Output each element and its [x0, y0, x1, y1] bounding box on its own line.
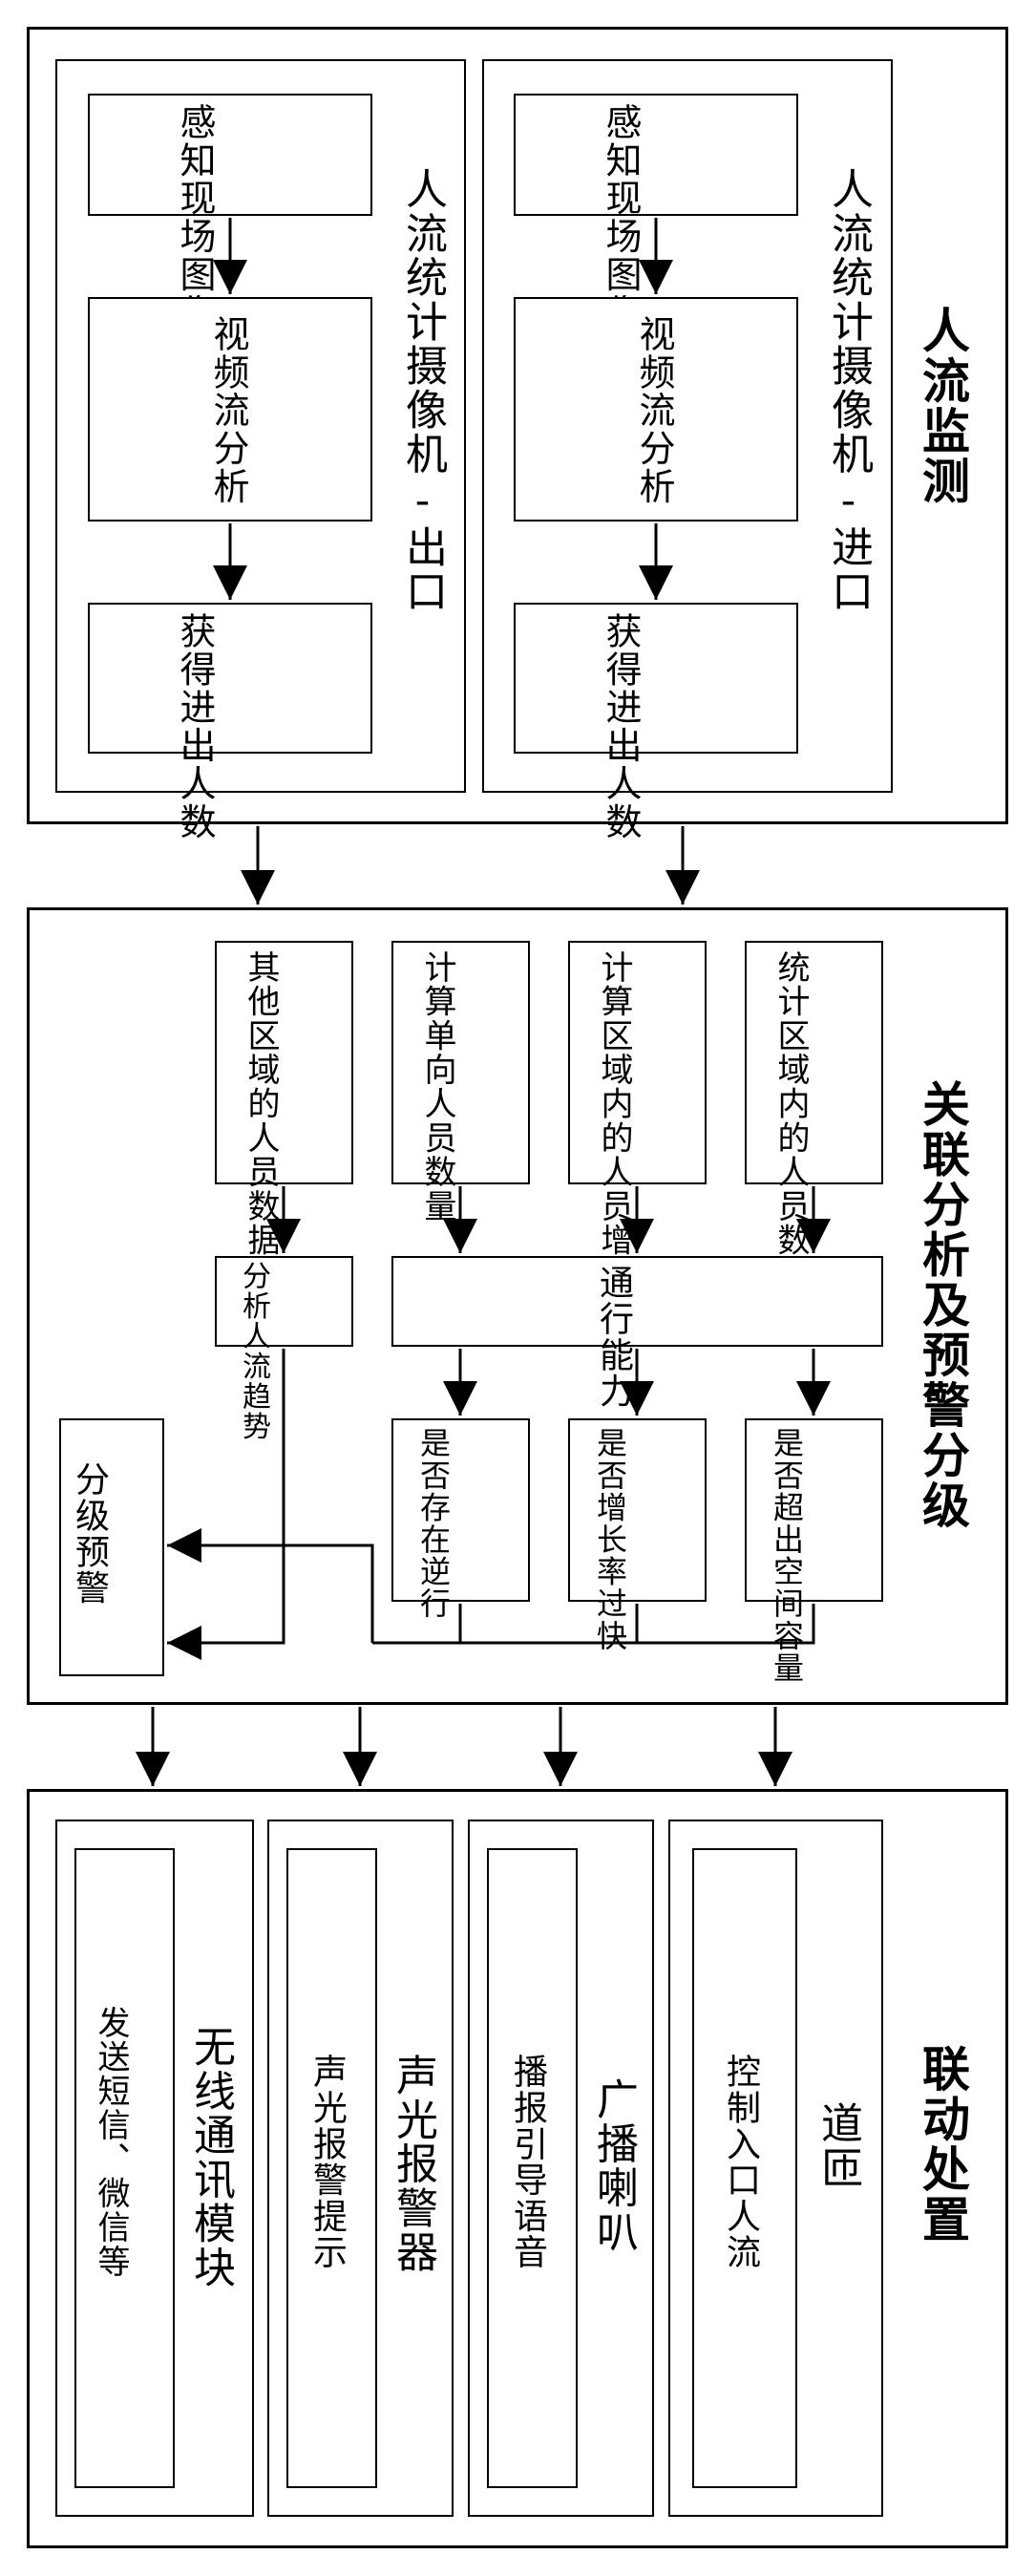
entry-step-3-label: 获得进出人数	[602, 612, 638, 880]
entry-step-1	[514, 94, 798, 216]
entry-camera-title: 人流统计摄像机-进口	[827, 167, 869, 613]
check-growth	[568, 1418, 707, 1602]
check-reverse	[391, 1418, 530, 1602]
exit-step-3-label: 获得进出人数	[176, 612, 212, 880]
trend-node	[215, 1256, 353, 1347]
graded-alarm-label: 分级预警	[73, 1461, 107, 1614]
exit-camera-title: 人流统计摄像机-出口	[401, 167, 443, 613]
input-oneway	[391, 941, 530, 1184]
input-growth	[568, 941, 707, 1184]
throughput-label: 通行能力	[597, 1265, 631, 1417]
check-reverse-label: 是否存在逆行	[418, 1427, 449, 1752]
panel-analysis-title: 关联分析及预警分级	[919, 1079, 966, 1531]
exit-step-2-label: 视频流分析	[209, 315, 245, 506]
input-count	[745, 941, 883, 1184]
action-wireless-detail: 发送短信、微信等	[94, 2006, 126, 2502]
exit-step-1	[88, 94, 372, 216]
entry-step-2-label: 视频流分析	[635, 315, 671, 506]
panel-linkage-title: 联动处置	[919, 2044, 966, 2245]
action-alarm-title: 声光报警器	[391, 2054, 433, 2274]
check-capacity-label: 是否超出空间容量	[771, 1427, 802, 1752]
check-growth-label: 是否增长率过快	[595, 1427, 625, 1752]
exit-step-3	[88, 603, 372, 754]
action-gate-detail: 控制入口人流	[724, 2054, 758, 2270]
action-gate-title: 道匝	[816, 2101, 858, 2189]
trend-label: 分析人流趋势	[239, 1261, 267, 1471]
entry-step-3	[514, 603, 798, 754]
action-speaker-detail: 播报引导语音	[511, 2054, 545, 2270]
flowchart-root: 人流监测 人流统计摄像机-进口 感知现场图像 视频流分析 获得进出人数 人流统计…	[0, 0, 1035, 2576]
throughput-node	[391, 1256, 883, 1347]
action-wireless-title: 无线通讯模块	[189, 2025, 231, 2289]
input-other	[215, 941, 353, 1184]
action-alarm-detail: 声光报警提示	[310, 2054, 345, 2270]
action-speaker-title: 广播喇叭	[592, 2077, 634, 2254]
check-capacity	[745, 1418, 883, 1602]
panel-monitoring-title: 人流监测	[919, 306, 966, 506]
